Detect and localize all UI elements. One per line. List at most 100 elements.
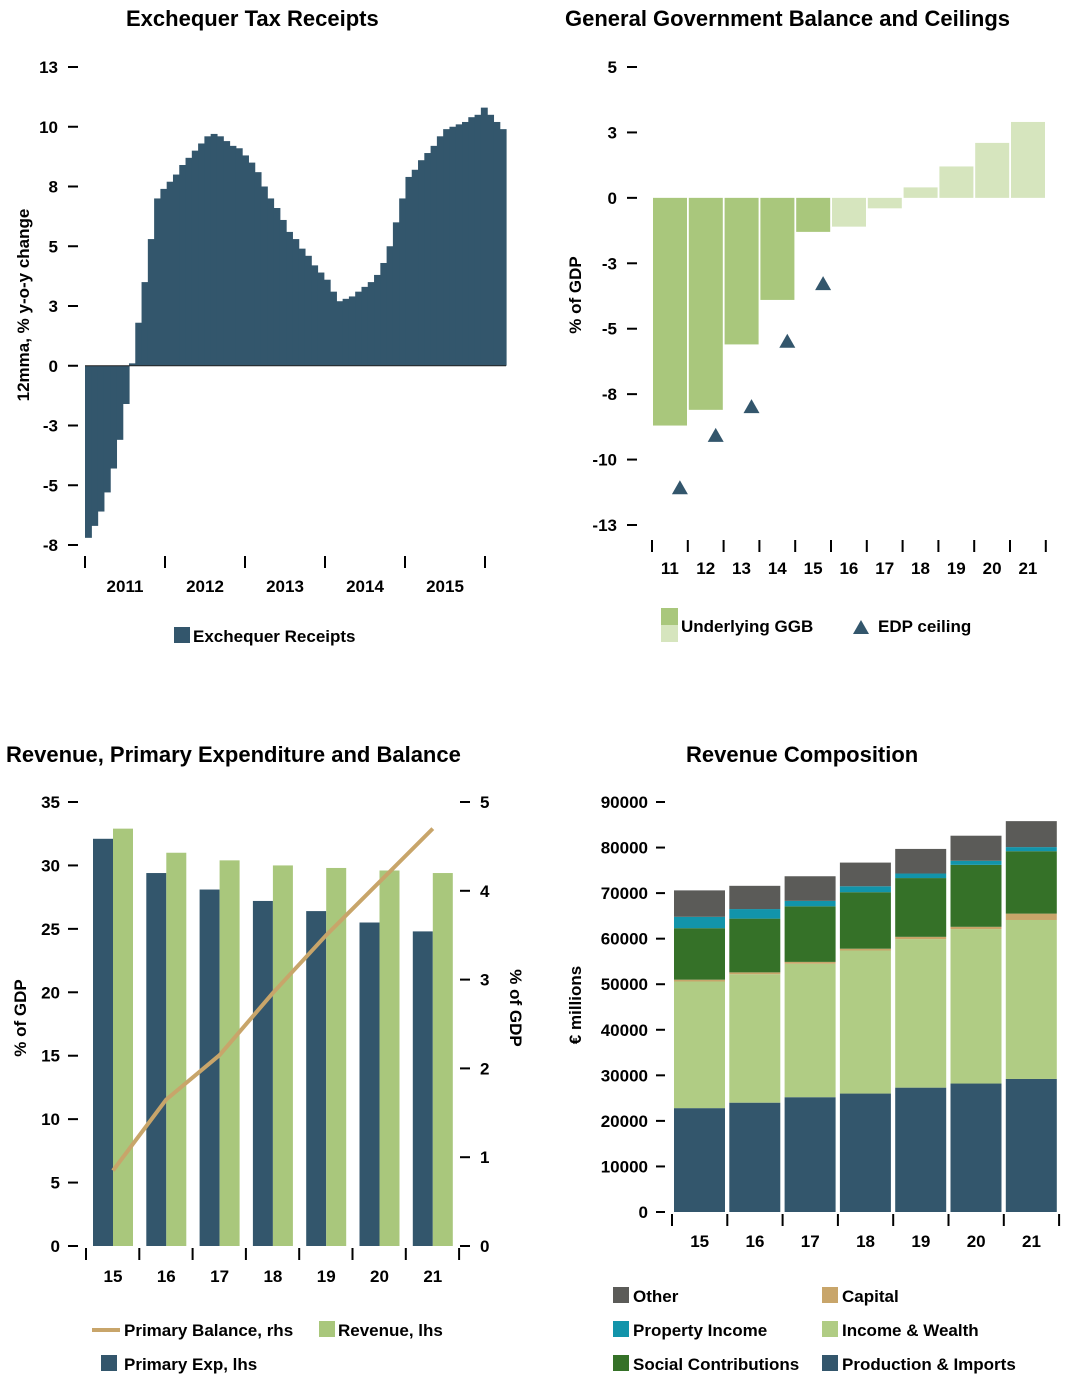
bar [229,145,237,366]
x-tick-label: 21 [1022,1232,1041,1251]
bar-segment [895,873,947,879]
y-tick-label: -8 [602,385,617,404]
y2-axis-label: % of GDP [506,969,525,1046]
legend-swatch-exchequer-receipts [174,627,190,643]
legend-label: Underlying GGB [681,617,813,636]
bar-segment [674,890,725,917]
bar-segment [674,981,725,1109]
bar-revenue [272,865,293,1246]
chart-composition-svg: 90000 80000 70000 60000 50000 40000 30000 20000… [566,793,1061,1374]
bar-revenue [432,873,453,1246]
y-tick-label: 10 [39,118,58,137]
bar [185,157,193,366]
bar [468,117,476,366]
bar [455,124,463,366]
y-tick-label: 15 [41,1047,60,1066]
bar-primary-exp [199,889,220,1246]
bar [499,129,507,366]
bar-segment [1005,913,1057,920]
bar [380,262,388,366]
bar [311,265,319,366]
chart-ggb-ceilings: General Government Balance and Ceilings … [541,0,1082,680]
bar [116,365,124,440]
bar [85,365,92,538]
legend-swatch [613,1287,629,1303]
bar [386,246,394,366]
bar [286,231,293,366]
edp-marker [743,399,760,414]
bar [122,365,130,404]
y-tick-label: 5 [51,1174,60,1193]
chart-title: Revenue Composition [686,742,919,767]
x-tick-label: 21 [423,1267,442,1286]
bar [273,208,281,366]
bar [267,198,275,366]
y-tick-label: 10 [41,1110,60,1129]
x-tick-label: 16 [745,1232,764,1251]
bar [204,136,212,366]
y-tick-label: -5 [43,476,58,495]
bar-segment [784,876,836,901]
bar-segment [1005,919,1057,1079]
y-tick-label: 3 [49,297,58,316]
bar [832,197,866,227]
y-tick-label: 5 [49,237,58,256]
x-tick-label: 19 [911,1232,930,1251]
legend-label: Primary Balance, rhs [124,1321,293,1340]
bar-segment [1005,851,1057,914]
line-primary-balance [111,827,435,1172]
y-tick-label: -3 [602,254,617,273]
bar-segment [729,918,781,973]
bar [367,282,375,366]
bar [304,255,312,366]
y-tick-label: 8 [49,178,58,197]
y2-tick-label: 3 [480,971,489,990]
bar [254,172,262,366]
bar-segment [729,972,781,975]
y-tick-label: 80000 [601,839,648,858]
bar-segment [674,916,725,929]
bar [141,282,149,366]
bar-segment [950,1083,1002,1212]
bar-segment [950,835,1002,861]
bar [480,107,488,366]
bar [436,136,444,366]
legend-label: Capital [842,1287,899,1306]
y-tick-label: -5 [602,320,617,339]
y-tick-label: 40000 [601,1021,648,1040]
bar-segment [784,900,836,907]
bar [374,274,381,366]
bar-revenue [219,860,240,1246]
bar-segment [784,963,836,1098]
y-tick-label: 13 [39,58,58,77]
bar [179,164,187,366]
edp-marker [779,333,796,348]
x-tick-label: 19 [947,559,966,578]
x-tick-label: 16 [839,559,858,578]
y-tick-label: 0 [639,1203,648,1222]
bar-revenue [113,828,133,1246]
x-tick-label: 20 [983,559,1002,578]
legend-label: EDP ceiling [878,617,971,636]
bar [688,197,723,410]
edp-marker [671,480,688,495]
bar [903,187,938,198]
bar [411,169,419,366]
bar [867,197,902,209]
y-tick-label: 90000 [601,793,648,812]
bar [399,198,407,366]
y-axis-label: 12mma, % y-o-y change [14,209,33,402]
bar-segment [839,1093,891,1212]
bar-segment [674,1108,725,1212]
bar [91,365,99,526]
chart-title: Exchequer Tax Receipts [126,6,379,31]
legend-swatch [822,1287,838,1303]
bar-primary-exp [306,911,327,1246]
bar [424,153,432,366]
bar [103,365,111,493]
legend-swatch-edp [853,620,869,634]
bar [210,133,218,366]
chart-ggb-svg: 5 3 0 -3 -5 -8 -10 -13 % of GDP 11 12 13 14 15 16 17 18 1… [566,58,1047,642]
bar [474,114,482,366]
x-tick-label: 15 [104,1267,123,1286]
